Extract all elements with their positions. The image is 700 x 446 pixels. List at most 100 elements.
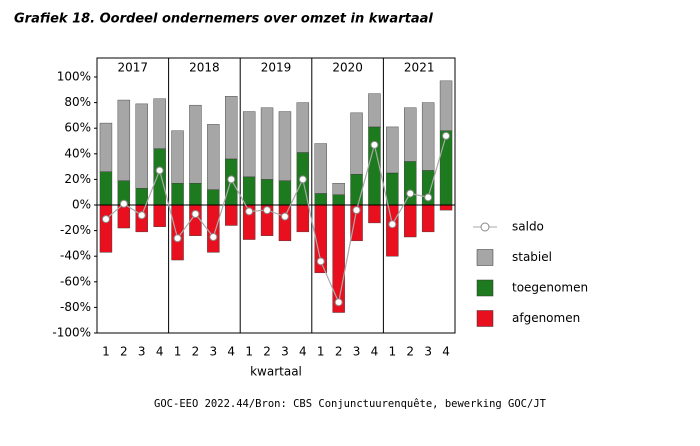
y-tick-label: 40% — [64, 146, 91, 160]
bar-stabiel — [421, 102, 435, 171]
bar-stabiel — [225, 95, 238, 160]
bar-toegenomen — [332, 194, 345, 206]
bar-stabiel — [135, 103, 148, 189]
x-tick-label: 2 — [192, 345, 200, 359]
saldo-point — [388, 220, 397, 229]
x-tick-label: 4 — [299, 345, 307, 359]
bar-stabiel — [207, 124, 220, 190]
bar-toegenomen — [99, 171, 113, 206]
y-tick-label: -60% — [60, 274, 91, 288]
y-tick-label: 100% — [57, 70, 91, 84]
y-tick-label: -20% — [60, 223, 91, 237]
bar-stabiel — [153, 98, 166, 149]
bar-afgenomen — [117, 204, 131, 229]
bar-toegenomen — [242, 176, 256, 206]
y-tick-label: 20% — [64, 172, 91, 186]
x-tick-label: 1 — [174, 345, 182, 359]
y-tick-label: -40% — [60, 249, 91, 263]
bar-afgenomen — [421, 204, 435, 233]
bar-toegenomen — [135, 188, 148, 206]
x-axis-label: kwartaal — [250, 365, 302, 379]
bar-afgenomen — [368, 204, 381, 224]
bar-afgenomen — [207, 204, 220, 253]
saldo-point — [334, 298, 343, 307]
bar-afgenomen — [332, 204, 345, 313]
year-label: 2021 — [404, 61, 435, 75]
x-tick-label: 3 — [424, 345, 432, 359]
legend-label: toegenomen — [512, 281, 588, 295]
saldo-point — [352, 206, 361, 215]
saldo-point — [227, 175, 236, 184]
saldo-point — [316, 257, 325, 266]
bar-stabiel — [99, 122, 113, 172]
saldo-point — [101, 215, 110, 224]
legend-label: stabiel — [512, 250, 552, 264]
bar-toegenomen — [189, 183, 202, 206]
bar-toegenomen — [207, 189, 220, 206]
bar-toegenomen — [439, 130, 453, 206]
saldo-point — [245, 207, 254, 216]
bar-stabiel — [386, 126, 399, 174]
x-tick-label: 4 — [371, 345, 379, 359]
saldo-point — [263, 206, 272, 215]
bar-toegenomen — [314, 193, 327, 206]
saldo-point — [155, 166, 164, 175]
saldo-point — [298, 175, 307, 184]
year-label: 2020 — [332, 61, 363, 75]
x-tick-label: 1 — [245, 345, 253, 359]
saldo-point — [424, 193, 433, 202]
chart-title: Grafiek 18. Oordeel ondernemers over omz… — [14, 12, 433, 27]
legend-label: saldo — [512, 220, 544, 234]
bar-afgenomen — [296, 204, 310, 233]
saldo-point — [442, 131, 451, 140]
bar-stabiel — [332, 183, 345, 195]
bar-stabiel — [314, 143, 327, 194]
legend-swatch — [476, 310, 494, 327]
bar-toegenomen — [278, 180, 292, 206]
x-tick-label: 2 — [335, 345, 343, 359]
x-tick-label: 3 — [281, 345, 289, 359]
source: GOC-EEO 2022.44/Bron: CBS Conjunctuurenq… — [154, 398, 547, 410]
bar-toegenomen — [386, 172, 399, 206]
bar-toegenomen — [153, 148, 166, 206]
x-tick-label: 3 — [210, 345, 218, 359]
bar-afgenomen — [404, 204, 417, 238]
bar-toegenomen — [260, 179, 274, 206]
bar-afgenomen — [278, 204, 292, 242]
x-tick-label: 2 — [263, 345, 271, 359]
bar-afgenomen — [99, 204, 113, 253]
bar-stabiel — [296, 102, 310, 153]
year-label: 2018 — [189, 61, 220, 75]
bar-toegenomen — [350, 174, 363, 206]
legend-swatch — [476, 249, 494, 266]
bar-stabiel — [368, 93, 381, 128]
x-tick-label: 1 — [389, 345, 397, 359]
y-tick-label: -100% — [52, 326, 91, 340]
saldo-point — [280, 212, 289, 221]
y-tick-label: 60% — [64, 121, 91, 135]
saldo-point — [137, 211, 146, 220]
y-tick-label: 80% — [64, 95, 91, 109]
saldo-point — [370, 140, 379, 149]
bar-stabiel — [242, 111, 256, 178]
bar-stabiel — [171, 130, 184, 184]
plot-frame — [96, 57, 456, 334]
legend-swatch — [476, 279, 494, 297]
x-tick-label: 1 — [317, 345, 325, 359]
x-tick-label: 2 — [406, 345, 414, 359]
bar-afgenomen — [225, 204, 238, 226]
bar-toegenomen — [404, 161, 417, 206]
bar-stabiel — [404, 107, 417, 162]
legend-label: afgenomen — [512, 311, 580, 325]
year-label: 2017 — [118, 61, 149, 75]
bar-stabiel — [278, 111, 292, 181]
legend-marker — [480, 222, 490, 232]
bar-toegenomen — [171, 183, 184, 206]
x-tick-label: 2 — [120, 345, 128, 359]
bar-afgenomen — [153, 204, 166, 227]
saldo-point — [191, 209, 200, 218]
x-tick-label: 4 — [442, 345, 450, 359]
x-tick-label: 4 — [227, 345, 235, 359]
y-tick-label: 0% — [72, 198, 91, 212]
